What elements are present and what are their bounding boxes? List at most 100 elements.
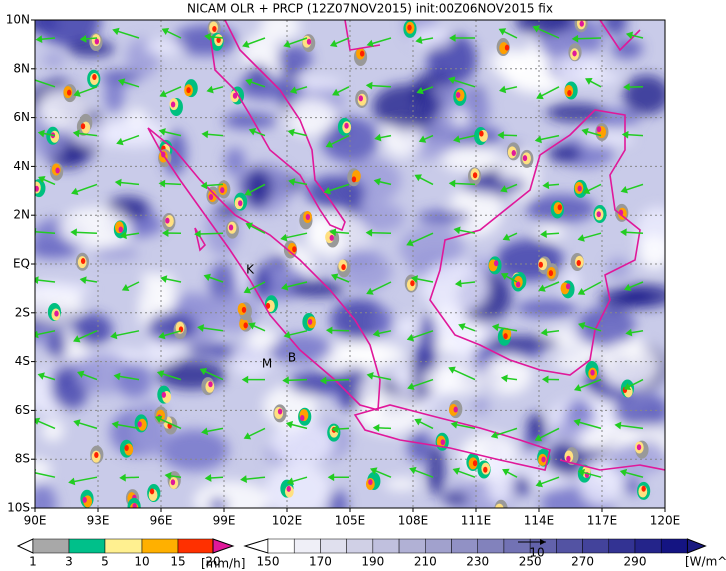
arrow-head [119, 231, 127, 240]
olr-blob [92, 247, 140, 260]
arrow-head [620, 228, 627, 237]
precip-cell [170, 479, 176, 486]
arrow-head [79, 276, 87, 285]
precip-cell [220, 187, 225, 194]
arrow-head [410, 275, 419, 283]
olr-blob [373, 308, 394, 337]
arrow-head [577, 468, 586, 477]
arrow-head [287, 128, 295, 137]
arrow-head [110, 331, 118, 340]
x-label: 99E [213, 514, 236, 528]
arrow-head [325, 140, 334, 148]
olr-blob [407, 430, 432, 463]
arrow-head [158, 179, 166, 188]
arrow-head [500, 185, 508, 193]
x-label: 117E [587, 514, 618, 528]
arrow-head [625, 328, 633, 337]
precip-cell [565, 283, 571, 290]
precip-cell [522, 155, 528, 162]
olr-blob [514, 20, 575, 35]
colorbar-label: 270 [571, 555, 594, 569]
y-label: 8N [13, 61, 30, 75]
arrow-head [540, 230, 547, 238]
place-label: K [246, 263, 255, 277]
colorbar-arrow [243, 538, 269, 554]
arrow-head [248, 128, 257, 136]
arrow-head [332, 88, 340, 96]
arrow-head [418, 135, 427, 143]
arrow-head [329, 228, 337, 237]
arrow-head [374, 133, 382, 142]
olr-blob [38, 88, 89, 132]
colorbar-label: 5 [101, 555, 109, 569]
arrow-head [534, 135, 542, 144]
arrow-head [500, 272, 509, 280]
arrow-head [114, 178, 122, 187]
precip-cell [641, 485, 646, 492]
olr-blob [384, 477, 419, 491]
arrow-head [499, 85, 507, 94]
arrow-head [406, 333, 415, 342]
arrow-head [204, 474, 212, 482]
arrow-head [325, 326, 333, 335]
arrow-head [35, 469, 37, 474]
olr-blob [485, 449, 516, 505]
precip-cell [329, 234, 334, 241]
colorbar-cell [68, 538, 106, 554]
colorbar-cell [451, 538, 478, 554]
arrow-head [289, 86, 298, 94]
arrow-head [281, 283, 289, 291]
olr-blob [355, 393, 423, 435]
arrow-head [161, 229, 169, 237]
olr-blob [224, 147, 246, 176]
arrow-head [490, 431, 499, 439]
arrow-head [199, 368, 208, 376]
precip-cell [579, 20, 584, 27]
olr-blob [247, 327, 278, 351]
colorbar-label: 1 [29, 555, 37, 569]
precip-cell [277, 408, 283, 415]
arrow-head [71, 187, 79, 196]
arrow-head [414, 174, 423, 182]
arrow-head [160, 275, 168, 283]
arrow-head [73, 89, 81, 97]
y-label: 8S [15, 452, 30, 466]
coastlines [147, 20, 665, 471]
precip-cell [165, 217, 170, 224]
precip-cell [149, 488, 155, 495]
precip-cell [472, 460, 478, 467]
precip-cell [186, 87, 191, 94]
y-label: 6S [15, 403, 30, 417]
arrow-head [491, 323, 500, 332]
arrow-head [582, 186, 591, 194]
arrow-head [448, 179, 456, 188]
arrow-head [502, 233, 511, 241]
colorbar-cell [104, 538, 143, 554]
arrow-head [158, 331, 166, 340]
x-label: 105E [335, 514, 366, 528]
olr-blob [472, 397, 490, 415]
place-label: M [262, 357, 272, 371]
precip-cell [80, 258, 86, 265]
arrow-head [409, 466, 417, 475]
olr-blob [327, 489, 349, 508]
precip-cell [576, 260, 581, 267]
precip-cell [66, 89, 72, 96]
olr-blob [536, 224, 566, 240]
arrow-head [116, 137, 124, 146]
olr-blob [577, 306, 636, 349]
precip-cell [82, 496, 87, 503]
precip-cell [557, 204, 562, 211]
precip-cell [479, 130, 484, 137]
arrow-head [331, 425, 339, 433]
precip-cell [440, 439, 446, 446]
arrow-head [623, 283, 632, 292]
colorbar-cell [32, 538, 70, 554]
arrow-head [200, 181, 208, 190]
arrow-head [370, 467, 378, 475]
olr-blob [547, 145, 582, 163]
arrow-head [500, 374, 508, 383]
olr-blob [353, 202, 406, 233]
precip-cell [596, 126, 602, 133]
arrow-head [542, 181, 550, 190]
